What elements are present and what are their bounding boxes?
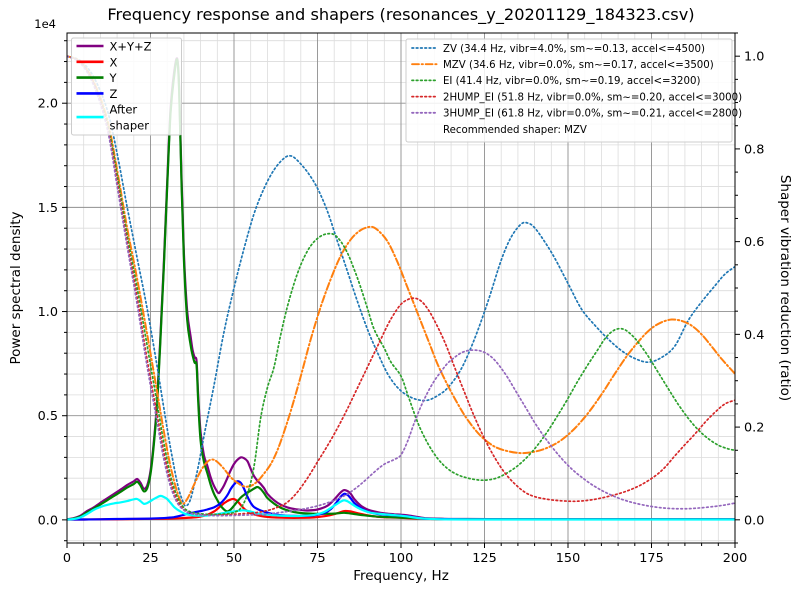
series-zv-line — [67, 55, 735, 507]
x-axis-label: Frequency, Hz — [353, 568, 449, 584]
legend-shaper-label: 2HUMP_EI (51.8 Hz, vibr=0.0%, sm~=0.20, … — [443, 92, 742, 103]
y-right-axis-label: Shaper vibration reduction (ratio) — [777, 175, 793, 401]
x-tick-label: 50 — [226, 551, 242, 566]
y-right-tick-label: 0.2 — [744, 421, 764, 436]
series-2hump-ei-line — [67, 55, 735, 517]
y-right-tick-label: 0.6 — [744, 235, 764, 250]
series-ei-line — [67, 55, 735, 516]
legend-psd-label: shaper — [110, 119, 150, 133]
x-tick-label: 100 — [389, 551, 413, 566]
legend-psd-label: After — [110, 103, 138, 117]
legend-psd-label: X+Y+Z — [110, 40, 152, 54]
legend-shaper-label: 3HUMP_EI (61.8 Hz, vibr=0.0%, sm~=0.21, … — [443, 109, 742, 120]
x-tick-label: 200 — [723, 551, 747, 566]
tick-labels: 0 25 50 75 100 125 150 175 200 0.0 0.5 1.0 1.5 2.0 0.0… — [38, 50, 765, 566]
y-left-tick-label: 1.5 — [38, 201, 58, 216]
legend-shaper-label: EI (41.4 Hz, vibr=0.0%, sm~=0.19, accel<… — [443, 76, 700, 87]
y-right-tick-label: 0.4 — [744, 328, 764, 343]
chart-title: Frequency response and shapers (resonanc… — [107, 5, 694, 25]
legend-psd-label: Y — [109, 71, 118, 85]
legend-recommended-shaper: Recommended shaper: MZV — [443, 125, 587, 136]
x-tick-label: 175 — [639, 551, 663, 566]
x-tick-label: 0 — [63, 551, 71, 566]
legend-shaper-label: ZV (34.4 Hz, vibr=4.0%, sm~=0.13, accel<… — [443, 44, 705, 55]
series-mzv-line — [67, 55, 735, 505]
series-group — [67, 55, 735, 521]
y-left-tick-label: 0.5 — [38, 409, 58, 424]
y-left-tick-label: 2.0 — [38, 97, 58, 112]
y-left-tick-label: 0.0 — [38, 513, 58, 528]
y-right-tick-label: 0.0 — [744, 513, 764, 528]
series-3hump-ei-line — [67, 55, 735, 517]
axis-ticks — [62, 32, 740, 548]
legend-shapers-frame — [405, 38, 733, 143]
legend-psd-label: Z — [110, 87, 118, 101]
x-tick-label: 125 — [472, 551, 496, 566]
y-left-tick-label: 1.0 — [38, 305, 58, 320]
y-right-tick-label: 0.8 — [744, 142, 764, 157]
x-tick-label: 25 — [142, 551, 158, 566]
legend-shapers: ZV (34.4 Hz, vibr=4.0%, sm~=0.13, accel<… — [405, 38, 742, 143]
legend-shaper-label: MZV (34.6 Hz, vibr=0.0%, sm~=0.17, accel… — [443, 60, 714, 71]
legend-psd-label: X — [110, 55, 118, 69]
series-y-line — [67, 58, 735, 521]
x-tick-label: 150 — [556, 551, 580, 566]
y-right-tick-label: 1.0 — [744, 50, 764, 65]
x-tick-label: 75 — [309, 551, 325, 566]
y-left-axis-label: Power spectral density — [8, 211, 24, 364]
y-left-offset-label: 1e4 — [34, 17, 56, 31]
series-after-shaper-line — [67, 494, 735, 521]
